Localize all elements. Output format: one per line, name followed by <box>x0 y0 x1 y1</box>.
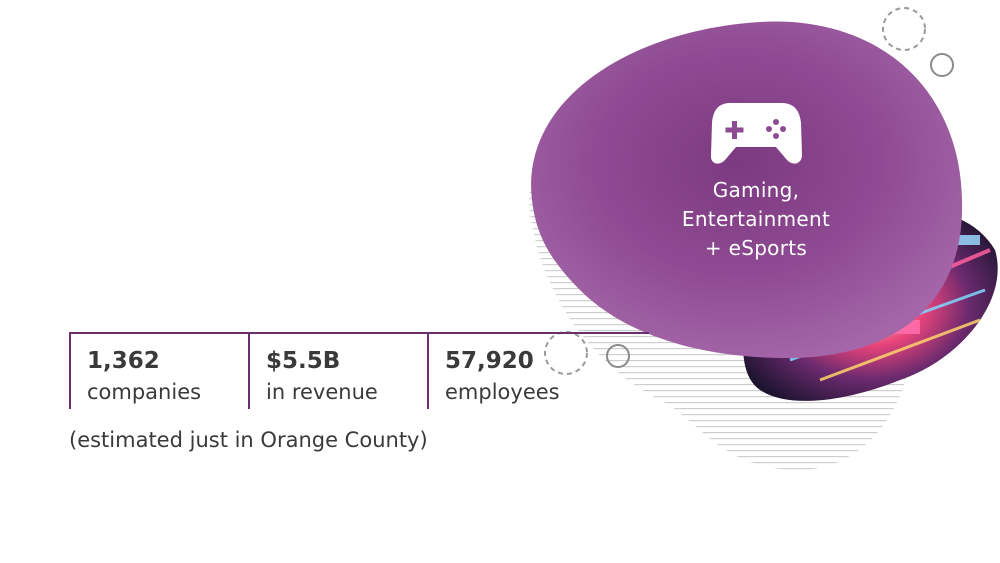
stat-label: companies <box>87 380 202 404</box>
ring-circle-top <box>930 53 954 77</box>
ring-circle-mid <box>606 344 630 368</box>
stats-bar: 1,362 companies $5.5B in revenue 57,920 … <box>69 332 649 411</box>
stat-label: employees <box>445 380 560 404</box>
stat-label: in revenue <box>266 380 378 404</box>
dashed-circle-top <box>882 7 926 51</box>
stat-value: 57,920 <box>445 348 534 374</box>
feature-title-line-2: Entertainment <box>681 207 831 231</box>
stat-revenue: $5.5B in revenue <box>248 334 428 409</box>
footnote: (estimated just in Orange County) <box>69 428 428 452</box>
feature-title-line-1: Gaming, <box>712 178 800 202</box>
dashed-circle-mid <box>544 331 588 375</box>
stat-value: $5.5B <box>266 348 341 374</box>
purple-blob-shape <box>531 21 963 359</box>
stat-value: 1,362 <box>87 348 160 374</box>
feature-title: Gaming, Entertainment + eSports <box>646 176 866 263</box>
gamepad-icon <box>710 103 802 164</box>
stat-employees: 57,920 employees <box>427 334 629 409</box>
stat-companies: 1,362 companies <box>69 334 249 409</box>
feature-title-line-3: + eSports <box>704 236 808 260</box>
